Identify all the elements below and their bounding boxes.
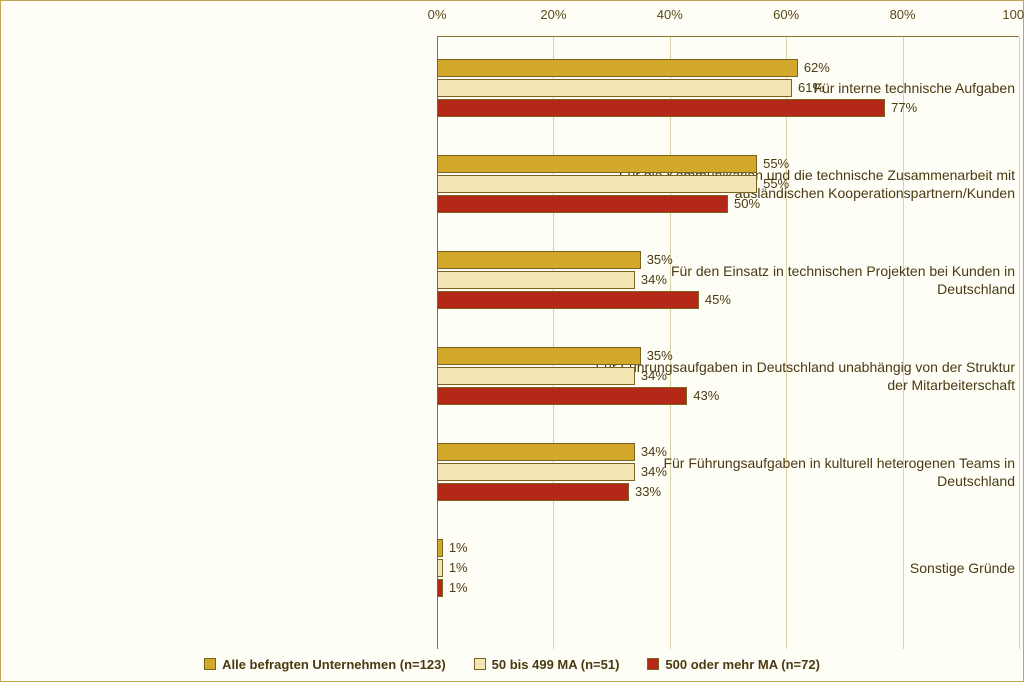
bar-gross [437,291,699,309]
bar-value-label: 34% [635,463,667,481]
bar-gross [437,483,629,501]
bar-mittel [437,175,757,193]
x-tick-label: 60% [773,7,799,22]
bar-value-label: 33% [629,483,661,501]
bar-mittel [437,463,635,481]
bar-value-label: 50% [728,195,760,213]
bar-value-label: 62% [798,59,830,77]
legend-label: 50 bis 499 MA (n=51) [492,657,620,672]
legend: Alle befragten Unternehmen (n=123) 50 bis… [1,647,1023,681]
x-tick-label: 0% [428,7,447,22]
bar-value-label: 1% [443,559,468,577]
legend-label: 500 oder mehr MA (n=72) [665,657,819,672]
legend-item: Alle befragten Unternehmen (n=123) [204,657,446,672]
legend-swatch [474,658,486,670]
bar-mittel [437,79,792,97]
bar-alle [437,59,798,77]
bar-gross [437,195,728,213]
bar-value-label: 34% [635,443,667,461]
bar-value-label: 1% [443,539,468,557]
bar-gross [437,99,885,117]
bar-mittel [437,367,635,385]
category-group: Für den Einsatz in technischen Projekten… [1,251,1023,309]
bar-value-label: 45% [699,291,731,309]
bar-gross [437,387,687,405]
bar-alle [437,347,641,365]
category-group: Für Führungsaufgaben in Deutschland unab… [1,347,1023,405]
bar-value-label: 77% [885,99,917,117]
x-axis [437,1,1019,37]
bar-value-label: 55% [757,155,789,173]
legend-swatch [647,658,659,670]
bar-value-label: 61% [792,79,824,97]
bar-alle [437,155,757,173]
bar-value-label: 35% [641,251,673,269]
category-group: Für interne technische Aufgaben62%61%77% [1,59,1023,117]
survey-bar-chart: 0%20%40%60%80%100%Für interne technische… [0,0,1024,682]
bar-value-label: 1% [443,579,468,597]
bar-alle [437,443,635,461]
category-group: Sonstige Gründe 1% 1% 1% [1,539,1023,597]
bar-mittel [437,271,635,289]
bar-value-label: 34% [635,367,667,385]
plot-area: Für interne technische Aufgaben62%61%77%… [1,37,1023,649]
category-group: Für die Kommunikation und die technische… [1,155,1023,213]
bar-alle [437,251,641,269]
legend-swatch [204,658,216,670]
bar-value-label: 43% [687,387,719,405]
category-group: Für Führungsaufgaben in kulturell hetero… [1,443,1023,501]
legend-item: 50 bis 499 MA (n=51) [474,657,620,672]
x-tick-label: 20% [540,7,566,22]
bar-value-label: 55% [757,175,789,193]
category-label: Sonstige Gründe [591,559,1023,577]
bar-value-label: 34% [635,271,667,289]
x-tick-label: 40% [657,7,683,22]
x-tick-label: 100% [1002,7,1024,22]
legend-item: 500 oder mehr MA (n=72) [647,657,819,672]
bar-value-label: 35% [641,347,673,365]
x-tick-label: 80% [890,7,916,22]
legend-label: Alle befragten Unternehmen (n=123) [222,657,446,672]
